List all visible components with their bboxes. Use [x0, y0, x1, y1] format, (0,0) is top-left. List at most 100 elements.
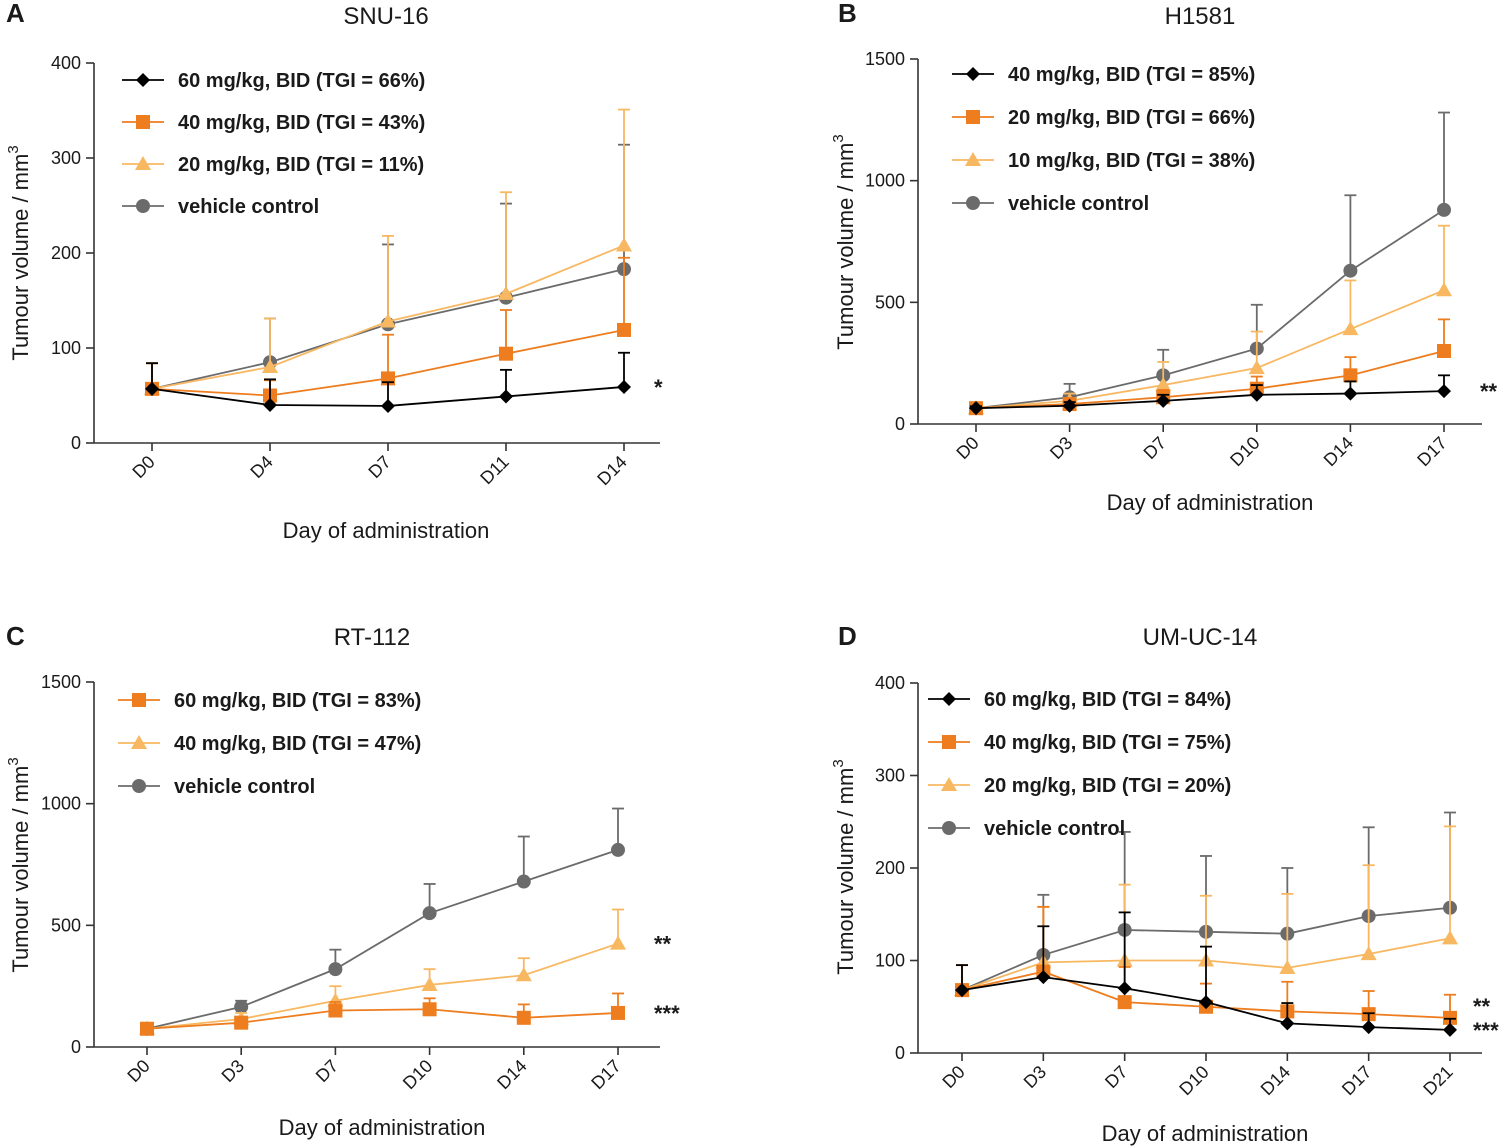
legend-marker	[134, 155, 152, 171]
y-tick-label: 0	[71, 433, 81, 453]
data-point	[515, 967, 532, 982]
x-tick-label: D10	[1175, 1062, 1212, 1099]
y-tick-label: 0	[895, 1043, 905, 1063]
series-line	[975, 350, 1445, 410]
legend-marker	[136, 199, 150, 213]
data-point	[955, 983, 969, 998]
y-axis-label-text: Tumour volume / mm	[8, 766, 33, 973]
y-tick-label: 1500	[41, 672, 81, 692]
legend-label: 40 mg/kg, BID (TGI = 85%)	[1008, 64, 1255, 86]
data-point	[611, 1005, 625, 1020]
legend-marker	[966, 110, 980, 124]
data-point	[234, 999, 249, 1014]
y-axis-label-superscript: 3	[830, 134, 847, 142]
data-point	[1117, 981, 1132, 996]
data-point	[1343, 263, 1358, 278]
legend-marker	[130, 734, 148, 750]
legend-label: vehicle control	[1008, 193, 1149, 215]
legend-entry: 60 mg/kg, BID (TGI = 83%)	[118, 690, 421, 712]
data-point	[1441, 930, 1459, 945]
data-point	[379, 313, 397, 328]
data-point	[381, 398, 395, 413]
y-tick-label: 500	[51, 915, 81, 935]
series-line	[146, 942, 619, 1030]
data-point	[1361, 1020, 1376, 1035]
y-axis-label: Tumour volume / mm3	[830, 759, 858, 974]
x-tick-label: D0	[938, 1062, 968, 1092]
x-tick-label: D17	[1338, 1062, 1375, 1099]
data-point	[1443, 1022, 1457, 1037]
x-tick-label: D7	[364, 452, 394, 482]
panel-d: D UM-UC-14 0 100 200 300 400 D0 D3 D7 D10 D14 D17 D21…	[830, 621, 1499, 1146]
data-point	[1036, 970, 1051, 985]
series-2	[967, 224, 1453, 415]
y-axis-label-superscript: 3	[5, 145, 22, 153]
x-tick-label: D0	[952, 433, 982, 463]
legend-label: vehicle control	[178, 196, 319, 218]
x-tick-label: D17	[587, 1056, 624, 1093]
y-tick-label: 300	[875, 766, 905, 786]
x-tick-label: D7	[1140, 433, 1170, 463]
x-axis-label: Day of administration	[279, 1115, 486, 1140]
data-point	[1249, 387, 1264, 402]
x-tick-label: D14	[1257, 1062, 1294, 1099]
legend-entry: vehicle control	[122, 196, 319, 218]
chart-title: UM-UC-14	[1143, 624, 1258, 651]
legend-marker	[136, 115, 150, 129]
y-tick-label: 1000	[41, 794, 81, 814]
y-tick-label: 300	[51, 148, 81, 168]
data-point	[516, 1010, 531, 1025]
data-point	[1248, 359, 1265, 375]
data-point	[1435, 282, 1453, 297]
data-point	[140, 1021, 154, 1036]
x-tick-label: D10	[1226, 433, 1263, 470]
legend-marker	[942, 735, 956, 749]
x-tick-label: D10	[399, 1056, 436, 1093]
panel-letter: A	[6, 0, 25, 28]
x-axis-label: Day of administration	[283, 518, 490, 543]
data-point	[328, 1003, 343, 1018]
data-point	[611, 842, 625, 857]
panel-letter: D	[838, 621, 857, 651]
y-tick-label: 1500	[865, 49, 905, 69]
data-point	[1117, 995, 1132, 1010]
legend-label: 40 mg/kg, BID (TGI = 75%)	[984, 732, 1231, 754]
y-tick-label: 400	[875, 673, 905, 693]
series-line	[975, 289, 1445, 410]
legend-marker	[136, 73, 150, 87]
series-0	[140, 992, 625, 1036]
x-tick-label: D0	[123, 1056, 153, 1086]
legend-entry: 60 mg/kg, BID (TGI = 66%)	[122, 70, 425, 92]
data-point	[1360, 945, 1377, 961]
data-point	[499, 346, 513, 361]
data-point	[1437, 344, 1451, 358]
data-point	[617, 322, 631, 337]
legend-entry: 40 mg/kg, BID (TGI = 47%)	[118, 733, 421, 755]
x-tick-label: D14	[593, 452, 630, 489]
data-point	[1437, 384, 1451, 399]
data-point	[1343, 368, 1358, 383]
data-point	[234, 1015, 249, 1030]
data-point	[615, 237, 633, 252]
legend-label: 10 mg/kg, BID (TGI = 38%)	[1008, 150, 1255, 172]
legend-entry: 40 mg/kg, BID (TGI = 85%)	[952, 64, 1255, 86]
data-point	[499, 389, 513, 404]
x-tick-label: D3	[1046, 433, 1076, 463]
data-point	[497, 285, 515, 300]
legend-entry: 40 mg/kg, BID (TGI = 43%)	[122, 112, 425, 134]
y-axis-label-text: Tumour volume / mm	[8, 154, 33, 361]
legend-label: 60 mg/kg, BID (TGI = 83%)	[174, 690, 421, 712]
legend-marker	[942, 821, 956, 835]
y-tick-label: 0	[71, 1037, 81, 1057]
x-tick-label: D14	[493, 1056, 530, 1093]
data-point	[263, 398, 277, 412]
data-point	[328, 962, 343, 977]
legend-label: 60 mg/kg, BID (TGI = 84%)	[984, 689, 1231, 711]
data-point	[617, 379, 631, 394]
x-tick-label: D21	[1419, 1062, 1456, 1099]
significance-mark: **	[654, 932, 672, 957]
series-0	[145, 351, 631, 413]
y-axis-label-text: Tumour volume / mm	[833, 143, 858, 350]
series-2	[140, 807, 625, 1036]
legend-marker	[132, 779, 146, 793]
